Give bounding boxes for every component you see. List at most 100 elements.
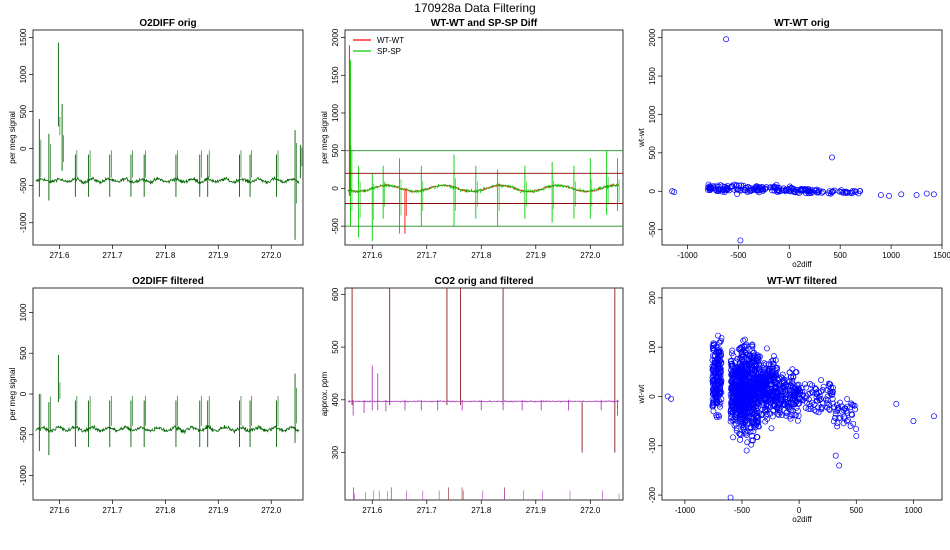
scatter-point	[709, 346, 716, 353]
y-tick-label: 0	[19, 391, 28, 396]
chart-title: WT-WT and SP-SP Diff	[431, 18, 538, 29]
scatter-point	[710, 408, 717, 415]
y-tick-label: -200	[648, 487, 657, 504]
scatter-point	[757, 376, 763, 383]
scatter-point	[728, 415, 735, 422]
scatter-point	[715, 385, 722, 392]
scatter-point	[818, 189, 825, 196]
scatter-point	[779, 392, 785, 399]
scatter-point	[719, 187, 726, 193]
scatter-point	[724, 183, 731, 190]
x-tick-label: -1000	[677, 251, 698, 260]
scatter-point	[831, 404, 838, 410]
scatter-point	[840, 407, 847, 414]
scatter-point	[715, 412, 722, 419]
plot-frame	[661, 29, 943, 246]
y-tick-label: 500	[19, 104, 28, 118]
scatter-point	[727, 391, 734, 398]
scatter-point	[729, 376, 736, 383]
scatter-point	[770, 357, 777, 364]
plot-area	[664, 332, 937, 500]
scatter-point	[774, 404, 781, 411]
scatter-point	[716, 359, 723, 366]
scatter-point	[729, 182, 735, 189]
y-tick-label: 1000	[19, 65, 28, 83]
chart-title: WT-WT filtered	[767, 276, 837, 287]
scatter-point	[718, 334, 725, 341]
y-axis-label: approx. ppm	[320, 371, 329, 416]
scatter-point	[770, 360, 777, 367]
scatter-point	[820, 383, 827, 390]
chart-p4: O2DIFF filtered 271.6 271.7 271.8 271.9 272.0…	[8, 276, 304, 515]
x-tick-label: 271.6	[49, 251, 70, 260]
scatter-point	[836, 188, 843, 195]
scatter-point	[832, 410, 839, 417]
scatter-point	[838, 187, 845, 194]
scatter-point	[750, 353, 757, 359]
scatter-point	[877, 192, 884, 199]
scatter-point	[823, 396, 830, 403]
scatter-point	[717, 338, 724, 344]
scatter-point	[761, 368, 768, 375]
scatter-point	[777, 399, 784, 406]
x-tick-label: 271.9	[208, 251, 229, 260]
scatter-point	[832, 414, 839, 421]
scatter-point	[848, 400, 855, 407]
scatter-point	[853, 432, 860, 439]
plot-frame	[344, 29, 624, 246]
scatter-point	[841, 405, 848, 412]
y-tick-label: 1000	[648, 105, 657, 123]
scatter-point	[760, 395, 767, 402]
scatter-point	[849, 189, 856, 196]
plot-frame	[661, 287, 943, 501]
scatter-point	[769, 184, 776, 191]
scatter-point	[846, 189, 853, 196]
y-tick-label: -500	[19, 426, 28, 443]
scatter-point	[749, 375, 756, 382]
scatter-point	[813, 408, 820, 415]
scatter-point	[777, 385, 784, 392]
scatter-point	[729, 360, 735, 367]
scatter-point	[709, 372, 716, 379]
x-tick-label: 1500	[933, 251, 950, 260]
scatter-point	[711, 359, 718, 366]
scatter-point	[805, 190, 812, 197]
scatter-point	[766, 361, 773, 368]
scatter-point	[776, 407, 783, 414]
scatter-point	[728, 372, 735, 379]
scatter-point	[727, 494, 734, 500]
scatter-point	[784, 396, 791, 403]
scatter-point	[756, 189, 763, 196]
plot-area	[347, 45, 620, 242]
scatter-point	[733, 181, 740, 188]
scatter-point	[834, 423, 841, 430]
scatter-point	[737, 367, 744, 374]
scatter-point	[796, 391, 803, 398]
scatter-point	[749, 354, 756, 360]
scatter-point	[733, 186, 740, 193]
scatter-point	[754, 419, 761, 426]
scatter-point	[737, 355, 744, 362]
scatter-point	[790, 388, 797, 394]
scatter-point	[782, 188, 789, 195]
scatter-point	[768, 425, 775, 432]
y-tick-label: 500	[331, 340, 340, 354]
plot-area	[347, 288, 620, 500]
scatter-point	[710, 345, 716, 351]
scatter-point	[711, 342, 717, 349]
scatter-point	[709, 343, 716, 349]
x-tick-label: 271.7	[102, 251, 123, 260]
scatter-point	[740, 343, 747, 350]
scatter-point	[764, 391, 771, 398]
scatter-point	[788, 185, 794, 191]
scatter-point	[805, 396, 812, 403]
scatter-point	[786, 390, 792, 397]
scatter-point	[715, 186, 722, 193]
x-tick-label: 272.0	[580, 506, 601, 515]
scatter-point	[748, 389, 755, 396]
scatter-point	[807, 381, 814, 387]
scatter-point	[740, 379, 746, 386]
scatter-point	[789, 377, 796, 384]
scatter-point	[781, 384, 788, 391]
